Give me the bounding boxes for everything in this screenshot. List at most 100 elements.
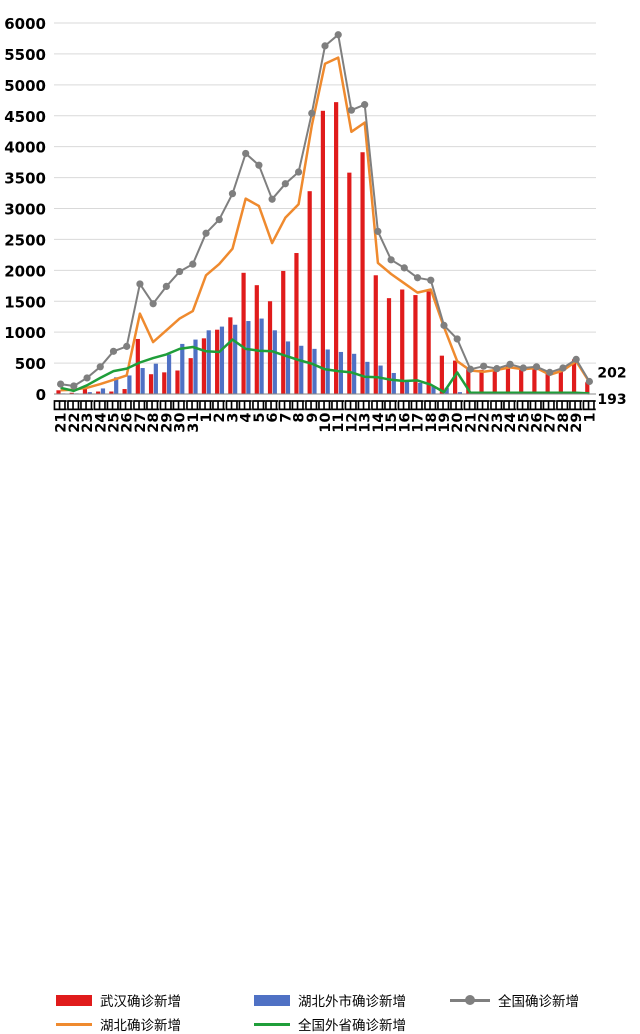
chart-svg: 0500100015002000250030003500400045005000…	[0, 0, 640, 529]
point-national	[559, 364, 566, 371]
bar-hubei-other	[405, 382, 409, 394]
bar-wuhan	[440, 356, 444, 394]
y-tick-label: 4000	[4, 139, 46, 157]
bar-wuhan	[532, 368, 536, 394]
point-national	[387, 256, 394, 263]
bars	[56, 102, 594, 394]
legend-label-hubei-other: 湖北外市确诊新增	[298, 990, 406, 1010]
bar-hubei-other	[233, 325, 237, 394]
bar-wuhan	[175, 371, 179, 394]
point-national	[57, 381, 64, 388]
y-tick-label: 0	[36, 386, 46, 404]
point-national	[321, 42, 328, 49]
bar-hubei-other	[392, 373, 396, 394]
bar-hubei-other	[299, 346, 303, 394]
y-tick-label: 6000	[4, 15, 46, 33]
bar-wuhan	[479, 370, 483, 394]
legend-item-wuhan: 武汉确诊新增	[56, 990, 181, 1010]
point-national	[242, 150, 249, 157]
y-tick-label: 5500	[4, 46, 46, 64]
legend-label-hubei: 湖北确诊新增	[100, 1014, 181, 1034]
point-national	[374, 228, 381, 235]
bar-hubei-other	[154, 364, 158, 394]
point-national	[269, 196, 276, 203]
y-axis-ticks: 0500100015002000250030003500400045005000…	[4, 15, 46, 404]
point-national	[533, 363, 540, 370]
legend-swatch-outside-hubei	[254, 1023, 290, 1026]
point-national	[83, 374, 90, 381]
bar-wuhan	[427, 291, 431, 394]
bar-wuhan	[149, 374, 153, 394]
bar-wuhan	[294, 253, 298, 394]
point-national	[480, 363, 487, 370]
point-national	[70, 382, 77, 389]
y-tick-label: 5000	[4, 77, 46, 95]
point-national	[97, 363, 104, 370]
bar-wuhan	[215, 330, 219, 394]
point-national	[467, 366, 474, 373]
legend-label-wuhan: 武汉确诊新增	[100, 990, 181, 1010]
bar-wuhan	[268, 301, 272, 394]
bar-hubei-other	[378, 366, 382, 394]
bar-wuhan	[83, 389, 87, 394]
point-national	[255, 162, 262, 169]
legend-item-hubei-other: 湖北外市确诊新增	[254, 990, 406, 1010]
bar-hubei-other	[141, 368, 145, 394]
point-national	[348, 107, 355, 114]
bar-wuhan	[228, 317, 232, 394]
bar-wuhan	[360, 152, 364, 394]
legend-item-outside-hubei: 全国外省确诊新增	[254, 1014, 406, 1034]
point-national	[216, 216, 223, 223]
point-national	[493, 365, 500, 372]
legend-swatch-hubei-other	[254, 995, 290, 1006]
point-national	[361, 101, 368, 108]
bar-wuhan	[136, 339, 140, 394]
y-tick-label: 1500	[4, 293, 46, 311]
y-tick-label: 500	[15, 355, 46, 373]
point-national	[150, 300, 157, 307]
legend-item-national: 全国确诊新增	[450, 990, 579, 1010]
bar-wuhan	[519, 369, 523, 394]
point-national	[573, 356, 580, 363]
bar-wuhan	[241, 273, 245, 394]
point-national	[401, 264, 408, 271]
bar-wuhan	[334, 102, 338, 394]
point-national	[189, 261, 196, 268]
bar-hubei-other	[207, 330, 211, 394]
bar-hubei-other	[273, 330, 277, 394]
y-tick-label: 3000	[4, 201, 46, 219]
bar-wuhan	[347, 173, 351, 394]
line-national	[61, 35, 590, 386]
point-national	[546, 369, 553, 376]
point-national	[110, 348, 117, 355]
y-tick-label: 1000	[4, 324, 46, 342]
legend-swatch-wuhan	[56, 995, 92, 1006]
point-national	[440, 322, 447, 329]
y-tick-label: 3500	[4, 170, 46, 188]
legend-swatch-hubei	[56, 1023, 92, 1026]
y-tick-label: 2500	[4, 231, 46, 249]
bar-hubei-other	[101, 388, 105, 394]
point-national	[176, 268, 183, 275]
bar-wuhan	[202, 338, 206, 394]
bar-hubei-other	[220, 327, 224, 394]
point-national	[427, 277, 434, 284]
bar-hubei-other	[260, 319, 264, 394]
bar-hubei-other	[127, 375, 131, 394]
annotation-hubei-last: 193	[597, 392, 626, 408]
annotation-national-last: 202	[597, 366, 626, 382]
y-tick-label: 4500	[4, 108, 46, 126]
bar-hubei-other	[418, 383, 422, 394]
legend-label-national: 全国确诊新增	[498, 990, 579, 1010]
bar-wuhan	[56, 390, 60, 394]
point-national	[414, 274, 421, 281]
point-national	[123, 343, 130, 350]
x-axis-ticks: 21日22日23日24日25日26日27日28日29日30日31日1日2日3日4…	[53, 398, 599, 433]
bar-hubei-other	[339, 352, 343, 394]
point-national	[282, 180, 289, 187]
point-national	[308, 110, 315, 117]
bar-wuhan	[413, 295, 417, 394]
point-national	[229, 190, 236, 197]
bar-hubei-other	[312, 349, 316, 394]
